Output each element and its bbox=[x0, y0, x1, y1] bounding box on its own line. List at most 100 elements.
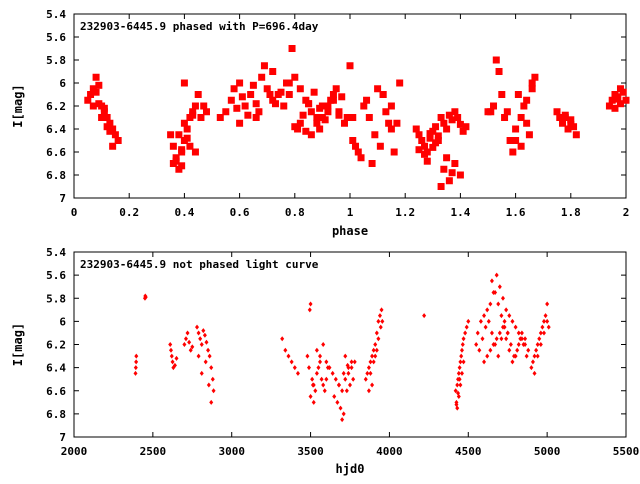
data-point bbox=[464, 324, 469, 330]
data-point bbox=[324, 102, 332, 110]
data-point bbox=[491, 342, 496, 347]
data-point bbox=[572, 131, 580, 139]
data-point bbox=[321, 116, 329, 124]
data-point bbox=[440, 119, 448, 127]
data-point bbox=[169, 142, 177, 150]
data-point bbox=[457, 365, 462, 371]
data-point bbox=[502, 318, 507, 324]
data-point bbox=[345, 362, 350, 368]
data-point bbox=[209, 399, 214, 405]
y-tick-label: 7 bbox=[59, 192, 66, 205]
data-point bbox=[197, 114, 205, 121]
data-point bbox=[302, 127, 310, 135]
y-tick-label: 6 bbox=[59, 77, 66, 90]
data-point bbox=[545, 318, 550, 324]
data-point bbox=[556, 114, 564, 121]
data-point bbox=[466, 318, 471, 324]
data-point bbox=[244, 111, 252, 119]
data-point bbox=[95, 100, 103, 108]
data-point bbox=[616, 100, 624, 108]
plot-frame bbox=[73, 13, 627, 199]
data-point bbox=[283, 79, 291, 87]
x-tick-label: 0 bbox=[71, 206, 78, 219]
data-point bbox=[172, 157, 180, 165]
data-point bbox=[493, 289, 498, 295]
y-tick-label: 6 bbox=[59, 315, 66, 328]
data-point bbox=[520, 102, 528, 110]
y-tick-label: 5.6 bbox=[46, 269, 66, 282]
y-tick-label: 6.6 bbox=[46, 146, 66, 159]
data-point bbox=[236, 79, 244, 87]
data-point bbox=[241, 102, 249, 110]
data-point bbox=[330, 370, 335, 376]
data-point bbox=[199, 370, 204, 376]
data-point bbox=[541, 318, 546, 324]
data-point bbox=[329, 91, 337, 98]
data-point bbox=[486, 318, 491, 324]
data-point bbox=[354, 148, 362, 156]
data-point bbox=[519, 330, 524, 336]
data-point bbox=[109, 142, 117, 150]
data-point bbox=[567, 116, 575, 124]
data-point bbox=[291, 73, 299, 81]
data-point bbox=[534, 347, 539, 353]
data-point bbox=[474, 342, 479, 347]
data-point bbox=[485, 353, 490, 359]
data-point bbox=[183, 125, 191, 133]
data-point bbox=[196, 353, 201, 359]
data-point bbox=[365, 370, 370, 376]
data-point bbox=[299, 111, 307, 119]
data-point bbox=[490, 102, 498, 110]
data-point bbox=[429, 143, 437, 151]
data-point bbox=[390, 148, 398, 156]
data-point bbox=[352, 359, 357, 365]
data-point bbox=[189, 111, 197, 119]
data-point bbox=[532, 353, 537, 359]
y-tick-label: 6.6 bbox=[46, 385, 66, 398]
data-point bbox=[352, 142, 360, 150]
data-point bbox=[169, 353, 174, 359]
data-point bbox=[462, 123, 470, 131]
data-point bbox=[103, 123, 111, 131]
data-point bbox=[201, 328, 206, 334]
data-point bbox=[538, 342, 543, 347]
data-point bbox=[316, 365, 321, 371]
data-point bbox=[370, 353, 375, 359]
data-point bbox=[495, 68, 503, 75]
data-point bbox=[379, 307, 384, 313]
data-point bbox=[529, 365, 534, 371]
data-point bbox=[393, 119, 401, 127]
data-point bbox=[190, 344, 195, 350]
data-point bbox=[500, 324, 505, 330]
data-point bbox=[456, 390, 461, 396]
data-point bbox=[233, 104, 241, 112]
y-tick-label: 7 bbox=[59, 431, 66, 444]
data-point bbox=[508, 342, 513, 347]
data-point bbox=[194, 91, 202, 98]
data-point bbox=[313, 388, 318, 394]
data-point bbox=[564, 125, 572, 133]
y-tick-label: 6.2 bbox=[46, 100, 66, 113]
data-point bbox=[195, 324, 200, 330]
data-point bbox=[346, 62, 354, 70]
data-point bbox=[202, 332, 207, 338]
x-tick-label: 3000 bbox=[218, 445, 245, 458]
data-point bbox=[456, 370, 461, 376]
data-point bbox=[305, 100, 313, 108]
data-point bbox=[318, 102, 326, 110]
x-tick-label: 1 bbox=[347, 206, 354, 219]
data-point bbox=[531, 73, 539, 81]
data-point bbox=[357, 154, 365, 162]
data-point bbox=[494, 336, 499, 342]
data-point bbox=[385, 119, 393, 127]
data-point bbox=[196, 330, 201, 336]
data-point bbox=[307, 307, 312, 313]
data-point bbox=[459, 353, 464, 359]
data-point bbox=[266, 91, 274, 98]
y-tick-label: 6.2 bbox=[46, 339, 66, 352]
y-tick-label: 5.4 bbox=[46, 246, 66, 259]
data-point bbox=[260, 62, 268, 70]
data-point bbox=[426, 130, 434, 138]
data-point bbox=[496, 353, 501, 359]
data-point bbox=[170, 359, 175, 365]
